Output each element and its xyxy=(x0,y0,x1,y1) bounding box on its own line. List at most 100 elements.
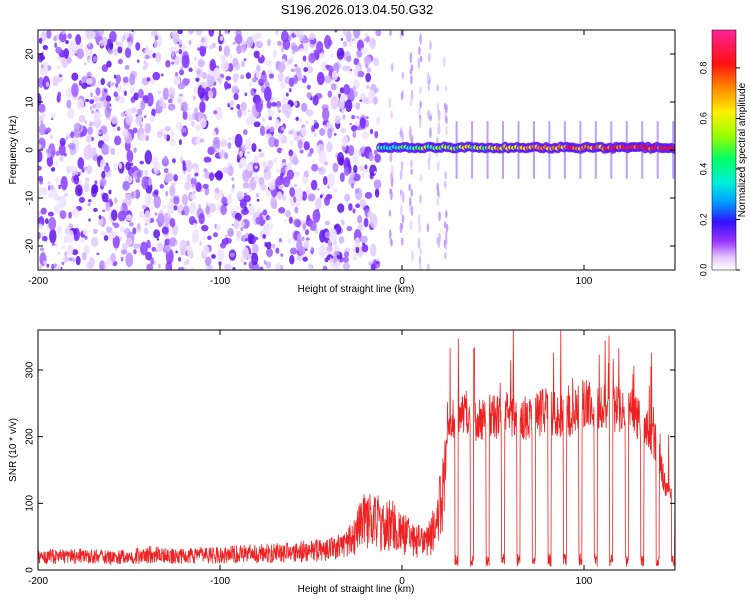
noise-speckle xyxy=(140,100,146,111)
noise-speckle xyxy=(207,146,216,156)
noise-speckle xyxy=(38,103,46,113)
snr-x-tick-label: -200 xyxy=(28,576,48,587)
streak-speckle xyxy=(444,85,448,92)
noise-speckle xyxy=(88,199,92,203)
noise-speckle xyxy=(75,184,83,197)
noise-speckle xyxy=(163,134,168,140)
noise-speckle xyxy=(267,69,273,74)
noise-speckle xyxy=(291,50,295,55)
noise-speckle xyxy=(231,187,236,194)
noise-speckle xyxy=(261,70,266,76)
noise-speckle xyxy=(177,30,183,35)
noise-speckle xyxy=(86,165,93,175)
noise-speckle xyxy=(280,149,284,155)
noise-speckle xyxy=(153,40,158,48)
streak-speckle xyxy=(427,109,430,120)
noise-speckle xyxy=(84,177,90,182)
noise-speckle xyxy=(103,165,110,173)
noise-speckle xyxy=(103,133,110,143)
noise-speckle xyxy=(125,113,134,126)
noise-speckle xyxy=(46,81,50,88)
noise-speckle xyxy=(176,41,180,44)
noise-speckle xyxy=(91,184,99,194)
noise-speckle xyxy=(353,164,358,174)
noise-speckle xyxy=(76,48,85,60)
noise-speckle xyxy=(47,180,51,185)
noise-speckle xyxy=(301,236,305,242)
noise-speckle xyxy=(103,261,107,267)
noise-speckle xyxy=(58,201,62,207)
noise-speckle xyxy=(46,155,54,167)
snr-y-tick-label: 300 xyxy=(25,361,36,378)
noise-speckle xyxy=(210,254,216,259)
noise-speckle xyxy=(277,61,286,73)
noise-speckle xyxy=(96,252,100,256)
noise-speckle xyxy=(48,192,51,198)
streak-speckle xyxy=(410,89,414,101)
noise-speckle xyxy=(346,225,353,232)
noise-speckle xyxy=(170,129,175,138)
noise-speckle xyxy=(337,203,345,213)
noise-speckle xyxy=(334,115,341,125)
noise-speckle xyxy=(124,65,130,70)
noise-speckle xyxy=(84,105,87,109)
streak-speckle xyxy=(409,68,413,75)
noise-speckle xyxy=(303,67,309,72)
noise-speckle xyxy=(39,265,42,269)
streak-speckle xyxy=(445,115,448,124)
noise-speckle xyxy=(330,96,339,110)
noise-speckle xyxy=(329,258,334,265)
noise-speckle xyxy=(259,266,264,270)
noise-speckle xyxy=(113,74,117,79)
noise-speckle xyxy=(353,90,359,97)
noise-speckle xyxy=(184,181,191,191)
noise-speckle xyxy=(118,162,123,169)
signal-flare xyxy=(471,121,474,179)
noise-speckle xyxy=(155,249,158,253)
streak-speckle xyxy=(427,84,431,92)
noise-speckle xyxy=(105,95,112,103)
noise-speckle xyxy=(169,237,177,247)
noise-speckle xyxy=(245,72,252,79)
noise-speckle xyxy=(315,145,321,153)
noise-speckle xyxy=(55,46,63,54)
noise-speckle xyxy=(271,243,276,249)
noise-speckle xyxy=(190,120,196,128)
noise-speckle xyxy=(346,55,352,63)
noise-speckle xyxy=(265,261,272,269)
noise-speckle xyxy=(144,193,153,207)
noise-speckle xyxy=(137,108,143,116)
noise-speckle xyxy=(106,82,111,86)
noise-speckle xyxy=(285,92,289,97)
noise-speckle xyxy=(106,101,110,108)
noise-speckle xyxy=(236,73,240,78)
noise-speckle xyxy=(90,237,99,247)
noise-speckle xyxy=(93,228,98,235)
noise-speckle xyxy=(178,139,182,146)
noise-speckle xyxy=(327,172,335,188)
noise-speckle xyxy=(218,45,222,52)
spectrogram-x-ticks: -200 -100 0 100 xyxy=(28,30,593,287)
noise-speckle xyxy=(166,126,170,130)
noise-speckle xyxy=(51,150,56,156)
noise-speckle xyxy=(146,92,154,107)
colorbar-ticks: 0.0 0.2 0.4 0.6 0.8 xyxy=(698,62,740,276)
noise-speckle xyxy=(136,170,142,179)
noise-speckle xyxy=(329,54,334,58)
noise-speckle xyxy=(182,166,187,172)
noise-speckle xyxy=(302,256,308,262)
noise-speckle xyxy=(133,249,137,255)
noise-speckle xyxy=(354,188,360,194)
noise-speckle xyxy=(236,103,241,110)
noise-speckle xyxy=(81,252,87,261)
noise-speckle xyxy=(306,214,311,222)
noise-speckle xyxy=(293,170,301,177)
noise-speckle xyxy=(307,265,311,270)
snr-y-ticks: 0 100 200 300 xyxy=(25,361,675,573)
noise-speckle xyxy=(78,196,86,204)
noise-speckle xyxy=(202,244,210,256)
streak-speckle xyxy=(429,127,432,139)
noise-speckle xyxy=(366,67,372,73)
noise-speckle xyxy=(260,85,266,94)
